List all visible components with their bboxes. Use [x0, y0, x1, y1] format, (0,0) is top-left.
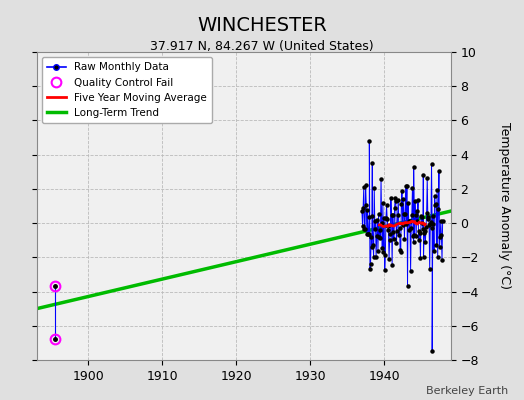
Legend: Raw Monthly Data, Quality Control Fail, Five Year Moving Average, Long-Term Tren: Raw Monthly Data, Quality Control Fail, …: [42, 57, 212, 123]
Text: Berkeley Earth: Berkeley Earth: [426, 386, 508, 396]
Text: 37.917 N, 84.267 W (United States): 37.917 N, 84.267 W (United States): [150, 40, 374, 53]
Text: WINCHESTER: WINCHESTER: [197, 16, 327, 35]
Y-axis label: Temperature Anomaly (°C): Temperature Anomaly (°C): [498, 122, 511, 290]
